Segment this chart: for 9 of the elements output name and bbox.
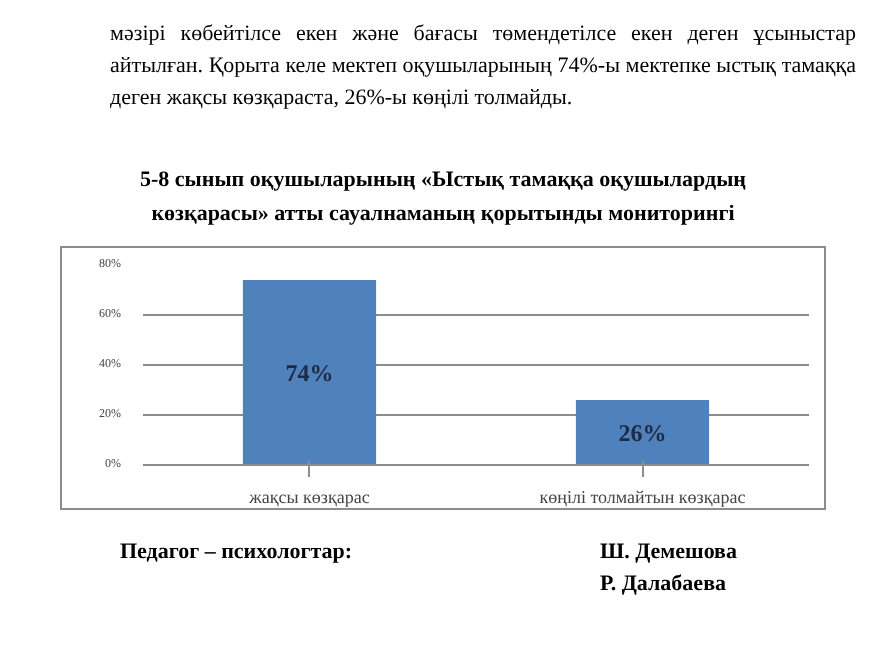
x-tick-label: көңілі толмайтын көзқарас bbox=[539, 487, 746, 507]
text: Ш. Демешова bbox=[600, 540, 737, 564]
text: мәзірі көбейтілсе екен және бағасы төмендетілсе екен деген ұсыныстар айтылған. Қорыта келе мектеп оқушыларының 74%-ы мектепке ыстық тамаққа деген жақсы көзқараста, 26%-ы көңілі толмайды. bbox=[110, 20, 856, 114]
chart-title: 5-8 сынып оқушыларының «Ыстық тамаққа оқушылардың көзқарасы» атты сауалнаманың қорытынды мониторингі bbox=[140, 166, 746, 229]
text: Педагог – психологтар: bbox=[120, 538, 353, 568]
x-tick-label: жақсы көзқарас bbox=[247, 487, 370, 507]
text: Р. Далабаева bbox=[600, 571, 727, 596]
data-label: 26% bbox=[618, 418, 667, 447]
data-label: 74% bbox=[285, 358, 334, 387]
